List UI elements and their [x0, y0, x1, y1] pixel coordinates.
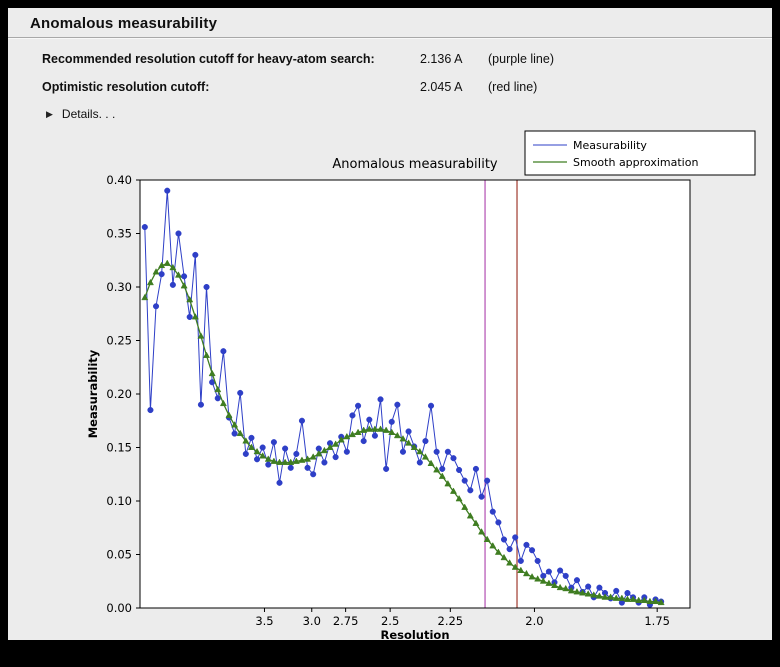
y-axis-ticks: 0.00 0.05 0.10 0.15 0.20 0.25 0.30 0.35 0.40	[106, 173, 140, 615]
optimistic-cutoff-label: Optimistic resolution cutoff:	[42, 80, 210, 94]
recommended-cutoff-label: Recommended resolution cutoff for heavy-…	[42, 52, 375, 66]
svg-text:0.05: 0.05	[106, 548, 132, 562]
disclosure-triangle-icon: ▶	[46, 108, 53, 119]
recommended-cutoff-value: 2.136 A	[420, 52, 463, 66]
series-markers-0	[141, 187, 665, 608]
anomalous-measurability-chart: Anomalous measurability0.000.050.100.150…	[80, 125, 770, 640]
x-axis-label: Resolution	[380, 628, 449, 640]
y-axis-label: Measurability	[86, 349, 100, 438]
details-label: Details. . .	[61, 107, 116, 121]
plot-area	[140, 180, 690, 608]
svg-text:0.00: 0.00	[106, 601, 132, 615]
svg-text:0.15: 0.15	[106, 441, 132, 455]
legend-box: Measurability Smooth approximation	[524, 130, 756, 176]
svg-text:0.35: 0.35	[106, 227, 132, 241]
svg-text:2.75: 2.75	[333, 614, 359, 628]
svg-text:0.40: 0.40	[106, 173, 132, 187]
chart-title: Anomalous measurability	[332, 157, 498, 172]
x-axis-ticks: 3.5 3.0 2.75 2.5 2.25 2.0 1.75	[255, 608, 670, 628]
details-disclosure[interactable]: ▶ Details. . .	[46, 107, 115, 121]
svg-text:0.25: 0.25	[106, 334, 132, 348]
optimistic-cutoff-note: (red line)	[488, 80, 538, 94]
legend-label-0: Measurability	[573, 139, 647, 152]
svg-text:1.75: 1.75	[644, 614, 670, 628]
optimistic-cutoff-value: 2.045 A	[420, 80, 463, 94]
cutoff-row-optimistic: Optimistic resolution cutoff: 2.045 A (r…	[42, 80, 537, 94]
cutoff-row-recommended: Recommended resolution cutoff for heavy-…	[42, 52, 554, 66]
svg-text:3.0: 3.0	[303, 614, 321, 628]
recommended-cutoff-note: (purple line)	[488, 52, 555, 66]
title-divider	[8, 37, 772, 39]
svg-text:0.30: 0.30	[106, 280, 132, 294]
svg-text:0.20: 0.20	[106, 387, 132, 401]
svg-text:2.5: 2.5	[381, 614, 399, 628]
legend-label-1: Smooth approximation	[573, 156, 698, 169]
svg-text:3.5: 3.5	[255, 614, 273, 628]
series-markers-1	[141, 259, 665, 606]
page-title: Anomalous measurability	[30, 15, 218, 32]
plot-border	[139, 179, 691, 609]
dialog-panel: Anomalous measurability Recommended reso…	[8, 8, 772, 640]
svg-text:2.25: 2.25	[438, 614, 464, 628]
svg-text:0.10: 0.10	[106, 494, 132, 508]
svg-text:2.0: 2.0	[525, 614, 543, 628]
